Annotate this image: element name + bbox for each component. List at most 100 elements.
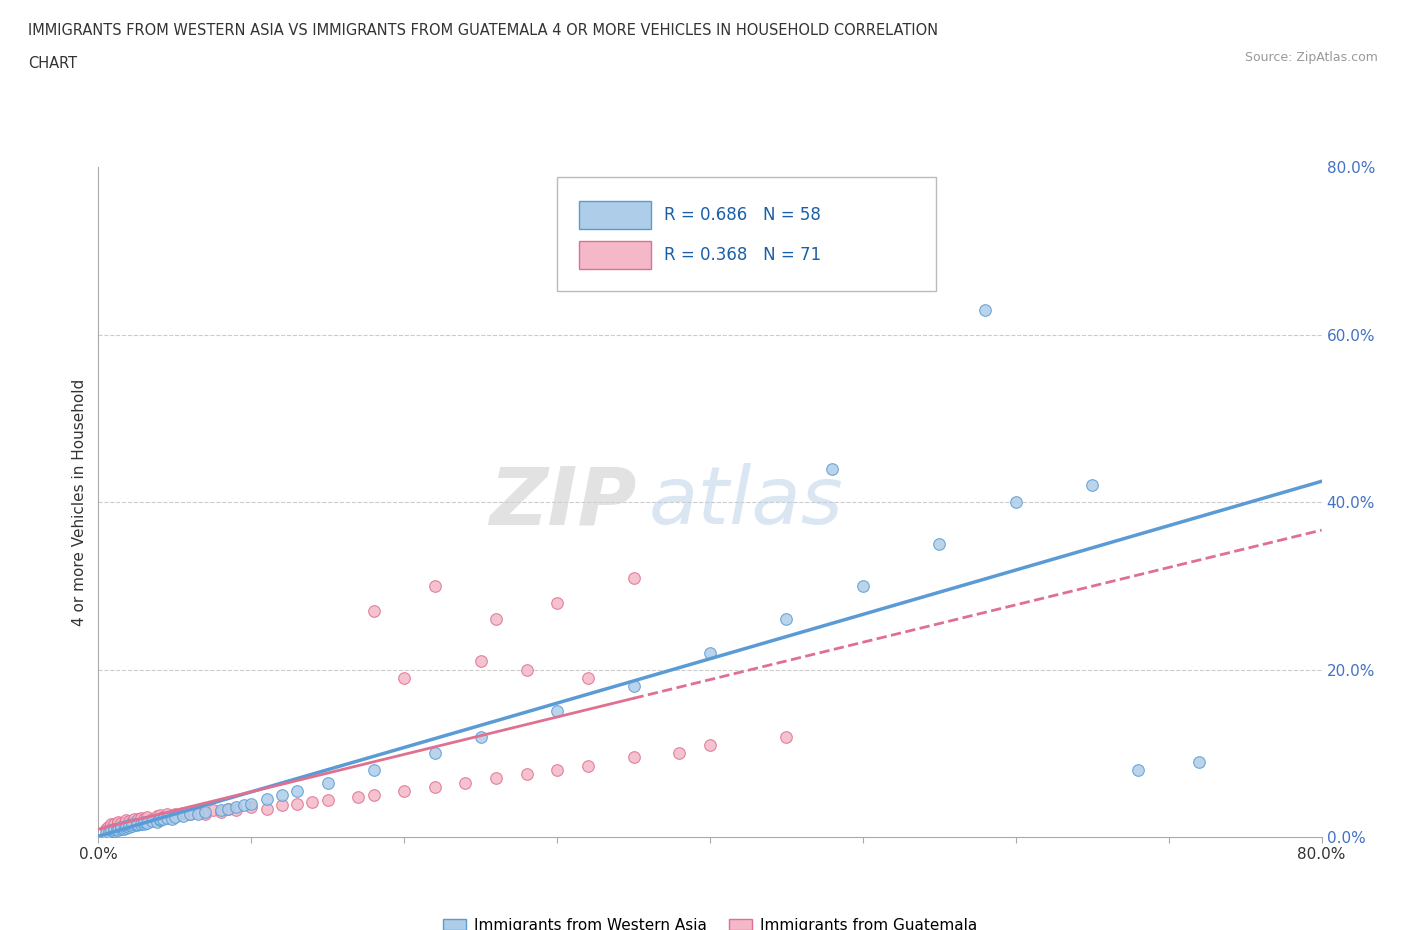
Point	[240, 800, 263, 815]
Point	[1004, 495, 1026, 510]
Point	[156, 810, 179, 825]
Point	[115, 818, 138, 833]
Point	[470, 654, 492, 669]
Text: atlas: atlas	[648, 463, 844, 541]
Point	[98, 825, 121, 840]
Point	[928, 537, 950, 551]
Point	[145, 815, 167, 830]
Point	[134, 812, 156, 827]
Point	[136, 809, 159, 824]
Point	[363, 763, 385, 777]
Text: CHART: CHART	[28, 56, 77, 71]
Point	[103, 822, 125, 837]
Point	[107, 815, 129, 830]
Point	[225, 800, 247, 815]
Point	[103, 824, 125, 839]
Text: IMMIGRANTS FROM WESTERN ASIA VS IMMIGRANTS FROM GUATEMALA 4 OR MORE VEHICLES IN : IMMIGRANTS FROM WESTERN ASIA VS IMMIGRAN…	[28, 23, 938, 38]
Point	[94, 826, 117, 841]
Point	[194, 806, 217, 821]
Point	[454, 776, 477, 790]
Point	[179, 807, 201, 822]
Text: Source: ZipAtlas.com: Source: ZipAtlas.com	[1244, 51, 1378, 64]
Point	[110, 819, 132, 834]
Point	[149, 813, 172, 828]
Point	[129, 813, 152, 828]
Point	[194, 804, 217, 819]
FancyBboxPatch shape	[579, 201, 651, 229]
Point	[163, 809, 186, 824]
Point	[152, 812, 174, 827]
Point	[149, 808, 172, 823]
Point	[546, 704, 568, 719]
Point	[134, 817, 156, 831]
Point	[217, 801, 239, 816]
Point	[699, 737, 721, 752]
Point	[100, 817, 122, 832]
Point	[122, 812, 145, 827]
Point	[107, 817, 129, 832]
Point	[105, 821, 128, 836]
Point	[103, 817, 125, 831]
Legend: Immigrants from Western Asia, Immigrants from Guatemala: Immigrants from Western Asia, Immigrants…	[437, 911, 983, 930]
Point	[125, 817, 148, 831]
Point	[112, 821, 135, 836]
Point	[392, 671, 416, 685]
Point	[347, 790, 370, 804]
Point	[149, 810, 172, 825]
Point	[1081, 478, 1104, 493]
Point	[125, 817, 148, 832]
Point	[217, 801, 239, 816]
Point	[623, 750, 645, 764]
Point	[110, 817, 132, 832]
Point	[256, 801, 278, 816]
Point	[103, 817, 125, 832]
Point	[1128, 763, 1150, 777]
Text: ZIP: ZIP	[489, 463, 637, 541]
Point	[576, 671, 599, 685]
Point	[118, 814, 141, 829]
Point	[316, 776, 339, 790]
Point	[160, 811, 183, 826]
Point	[256, 792, 278, 807]
Point	[110, 816, 132, 830]
Point	[623, 679, 645, 694]
Point	[852, 578, 875, 593]
Point	[141, 811, 163, 826]
Point	[209, 803, 232, 817]
Point	[485, 612, 508, 627]
Point	[163, 806, 186, 821]
Point	[167, 808, 190, 823]
Point	[470, 729, 492, 744]
Point	[1188, 754, 1211, 769]
Point	[112, 817, 135, 831]
Point	[125, 814, 148, 829]
Point	[115, 813, 138, 828]
Point	[668, 746, 690, 761]
Point	[149, 811, 172, 826]
Point	[100, 823, 122, 838]
Point	[129, 817, 152, 832]
Point	[187, 804, 209, 819]
Point	[94, 821, 117, 836]
Point	[699, 645, 721, 660]
Point	[225, 803, 247, 817]
Point	[270, 788, 292, 803]
Point	[270, 798, 292, 813]
Point	[145, 809, 167, 824]
Point	[516, 662, 538, 677]
Point	[100, 818, 122, 833]
Point	[821, 461, 844, 476]
Point	[172, 809, 194, 824]
Point	[623, 570, 645, 585]
Point	[301, 794, 323, 809]
Point	[363, 788, 385, 803]
Point	[101, 820, 124, 835]
Point	[127, 811, 149, 826]
Point	[129, 810, 152, 825]
Point	[172, 805, 194, 820]
Point	[121, 818, 143, 833]
Point	[98, 822, 121, 837]
Point	[775, 612, 797, 627]
Point	[152, 809, 174, 824]
Point	[775, 729, 797, 744]
